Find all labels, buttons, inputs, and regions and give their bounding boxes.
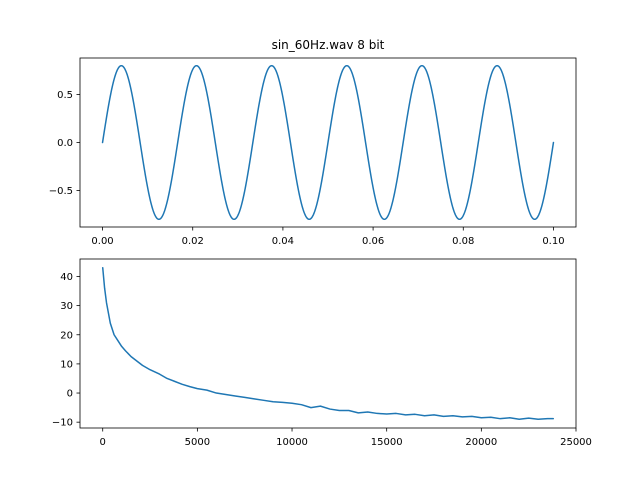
bottom-y-tick-label: 0	[67, 389, 73, 400]
top-x-tick-label: 0.06	[362, 236, 384, 247]
bottom-x-tick-label: 25000	[560, 437, 592, 448]
bottom-axes-frame	[79, 258, 577, 429]
bottom-y-tick-label: 20	[60, 330, 73, 341]
bottom-y-tick-label: 30	[60, 301, 73, 312]
top-series-line-0	[101, 64, 555, 221]
bottom-subplot: 0 5000 10000 15000 20000 25000 40 30 20 10 0 −10	[52, 258, 592, 448]
bottom-y-tick-label: −10	[52, 418, 73, 429]
top-x-tick-label: 0.00	[91, 236, 113, 247]
bottom-x-tick-label: 5000	[185, 437, 210, 448]
top-x-tick-label: 0.10	[542, 236, 564, 247]
bottom-x-tick-label: 0	[100, 437, 106, 448]
top-plot-title: sin_60Hz.wav 8 bit	[272, 38, 385, 52]
bottom-series-line-0	[101, 266, 555, 421]
top-x-tick-label: 0.08	[452, 236, 474, 247]
top-y-tick-label: −0.5	[49, 186, 73, 197]
top-x-tick-label: 0.02	[182, 236, 204, 247]
bottom-x-tick-label: 20000	[465, 437, 497, 448]
top-y-tick-label: 0.5	[57, 90, 73, 101]
bottom-x-tick-label: 15000	[371, 437, 403, 448]
bottom-y-tick-label: 10	[60, 359, 73, 370]
bottom-y-tick-label: 40	[60, 272, 73, 283]
top-x-tick-label: 0.04	[272, 236, 294, 247]
bottom-x-tick-label: 10000	[276, 437, 308, 448]
top-y-tick-label: 0.0	[57, 138, 73, 149]
top-subplot: sin_60Hz.wav 8 bit 0.00 0.02 0.04 0.06 0.08 0…	[49, 38, 577, 247]
